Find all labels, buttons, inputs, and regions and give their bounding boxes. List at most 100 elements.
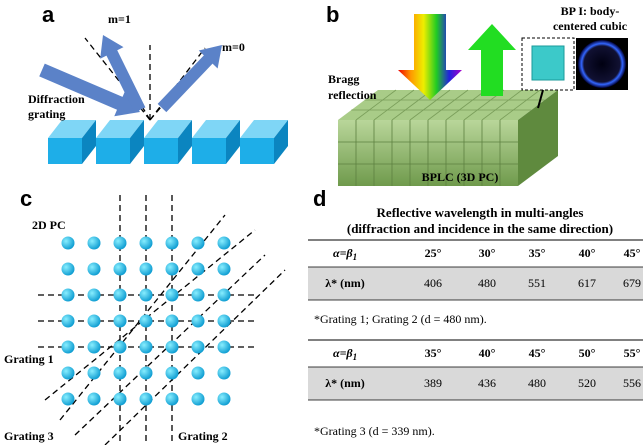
- lattice-point: [166, 315, 179, 328]
- lattice-point: [140, 289, 153, 302]
- header-text: α=β: [333, 346, 353, 360]
- lattice-point: [218, 393, 231, 406]
- lattice-point: [192, 237, 205, 250]
- lattice-point: [88, 315, 101, 328]
- value-cell: 480: [478, 276, 496, 290]
- header-sub: 1: [353, 252, 358, 262]
- panel-label: c: [20, 186, 32, 211]
- lattice-point: [218, 315, 231, 328]
- lattice-point: [140, 367, 153, 380]
- header-cell: α=β1: [333, 346, 357, 362]
- lattice-point: [166, 393, 179, 406]
- lattice-point: [140, 315, 153, 328]
- block-label: BPLC (3D PC): [422, 170, 499, 184]
- angle-cell: 45°: [624, 246, 641, 260]
- value-cell: 520: [578, 376, 596, 390]
- lattice-point: [88, 367, 101, 380]
- lattice-point: [166, 341, 179, 354]
- lattice-point: [192, 393, 205, 406]
- lattice-point: [192, 315, 205, 328]
- lattice-label: 2D PC: [32, 218, 66, 232]
- lattice-point: [192, 289, 205, 302]
- order-label: m=0: [222, 40, 245, 54]
- lattice-point: [192, 367, 205, 380]
- lattice-point: [192, 341, 205, 354]
- table-note: *Grating 3 (d = 339 nm).: [314, 424, 435, 438]
- lattice-point: [62, 237, 75, 250]
- bragg-label: reflection: [328, 88, 377, 102]
- lattice-point: [114, 341, 127, 354]
- panel-label: d: [313, 186, 326, 211]
- lattice-point: [192, 263, 205, 276]
- lattice-point: [218, 341, 231, 354]
- lattice-point: [140, 341, 153, 354]
- lattice-point: [88, 393, 101, 406]
- value-cell: 556: [623, 376, 641, 390]
- panel-label: b: [326, 2, 339, 27]
- value-cell: 389: [424, 376, 442, 390]
- lattice-point: [62, 289, 75, 302]
- lattice-point: [218, 367, 231, 380]
- lattice-point: [88, 289, 101, 302]
- lattice-point: [62, 393, 75, 406]
- row-label: λ* (nm): [325, 376, 365, 390]
- grating-label: Grating 1: [4, 352, 54, 366]
- table-title: (diffraction and incidence in the same d…: [347, 221, 613, 236]
- lattice-point: [62, 367, 75, 380]
- value-cell: 617: [578, 276, 596, 290]
- angle-cell: 50°: [579, 346, 596, 360]
- value-cell: 436: [478, 376, 496, 390]
- lattice-point: [88, 341, 101, 354]
- grating-label: Diffraction: [28, 92, 85, 106]
- lattice-point: [166, 367, 179, 380]
- value-cell: 480: [528, 376, 546, 390]
- lattice-point: [218, 289, 231, 302]
- value-cell: 406: [424, 276, 442, 290]
- inset-label: centered cubic: [553, 19, 628, 33]
- grating-label: grating: [28, 107, 65, 121]
- angle-cell: 35°: [529, 246, 546, 260]
- lattice-point: [114, 367, 127, 380]
- order-label: m=1: [108, 12, 131, 26]
- lattice-point: [166, 263, 179, 276]
- header-sub: 1: [353, 352, 358, 362]
- grating-bar: [96, 138, 130, 164]
- angle-cell: 30°: [479, 246, 496, 260]
- lattice-point: [88, 237, 101, 250]
- lattice-point: [114, 393, 127, 406]
- lattice-point: [140, 393, 153, 406]
- figure: a m=1 m=0 Diffraction grating b BP I: bo…: [0, 0, 643, 445]
- arrow: [158, 45, 222, 112]
- lattice-point: [114, 263, 127, 276]
- angle-cell: 45°: [529, 346, 546, 360]
- row-label: λ* (nm): [325, 276, 365, 290]
- grating-label: Grating 2: [178, 429, 228, 443]
- value-cell: 551: [528, 276, 546, 290]
- green-arrow: [468, 24, 516, 96]
- lattice-point: [140, 237, 153, 250]
- grating-bar: [48, 138, 82, 164]
- lattice-point: [88, 263, 101, 276]
- panel-label: a: [42, 2, 55, 27]
- value-cell: 679: [623, 276, 641, 290]
- grating-bar: [144, 138, 178, 164]
- lattice-point: [62, 263, 75, 276]
- rainbow-arrow: [398, 14, 462, 100]
- grating-bar: [240, 138, 274, 164]
- table-title: Reflective wavelength in multi-angles: [377, 205, 584, 220]
- angle-cell: 35°: [425, 346, 442, 360]
- lattice-point: [114, 315, 127, 328]
- angle-cell: 40°: [579, 246, 596, 260]
- table-note: *Grating 1; Grating 2 (d = 480 nm).: [314, 312, 487, 326]
- bragg-label: Bragg: [328, 72, 359, 86]
- header-text: α=β: [333, 246, 353, 260]
- lattice-point: [218, 263, 231, 276]
- lattice-point: [140, 263, 153, 276]
- angle-cell: 25°: [425, 246, 442, 260]
- lattice-point: [114, 289, 127, 302]
- lattice-point: [218, 237, 231, 250]
- lattice-point: [62, 315, 75, 328]
- angle-cell: 40°: [479, 346, 496, 360]
- inset-label: BP I: body-: [561, 4, 620, 18]
